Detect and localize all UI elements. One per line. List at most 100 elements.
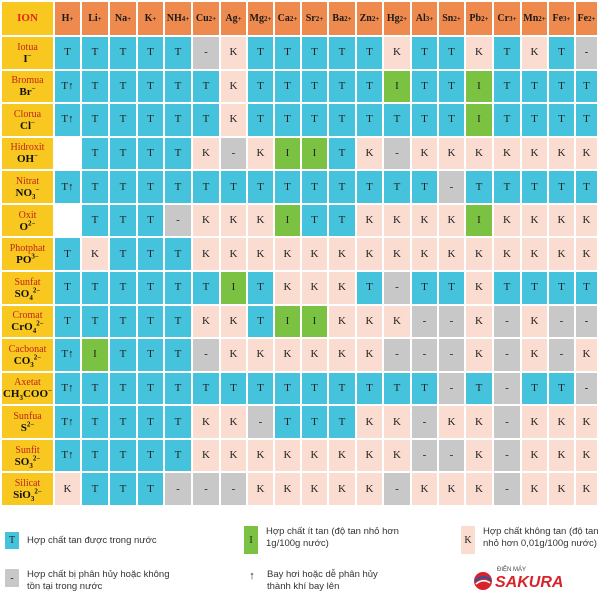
solubility-cell: T (109, 203, 137, 238)
cation-symbol: K (144, 12, 153, 24)
solubility-cell: K (220, 36, 247, 70)
solubility-cell: K (356, 438, 383, 473)
cation-header-11: Zn 2+ (356, 1, 383, 36)
anion-name: Iotua (17, 41, 38, 53)
solubility-cell: T (137, 36, 164, 70)
solubility-cell: T (247, 371, 274, 406)
solubility-cell: T (301, 203, 328, 238)
solubility-cell: K (383, 36, 411, 70)
solubility-cell (54, 203, 81, 238)
solubility-cell: K (438, 203, 465, 238)
solubility-cell: K (247, 136, 274, 171)
anion-label-11: Sunfua S2− (1, 405, 54, 439)
solubility-cell: T (164, 36, 192, 70)
anion-formula: CO32− (13, 353, 42, 370)
solubility-cell: K (465, 438, 493, 473)
solubility-cell: T↑ (54, 405, 81, 439)
cation-symbol: Na (114, 12, 128, 24)
legend-volatile-text: Bay hơi hoặc dễ phân hủy thành khí bay l… (267, 569, 378, 592)
anion-formula: Br− (19, 84, 36, 99)
solubility-cell: K (356, 237, 383, 271)
solubility-cell: T (247, 270, 274, 305)
legend-insoluble-swatch: K (461, 526, 475, 554)
solubility-cell: - (438, 438, 465, 473)
solubility-cell: K (328, 304, 356, 339)
solubility-cell: K (220, 237, 247, 271)
solubility-cell: K (493, 237, 521, 271)
solubility-cell: K (438, 237, 465, 271)
solubility-cell: K (411, 203, 438, 238)
anion-label-4: Nitrat NO3− (1, 170, 54, 204)
solubility-cell: T (274, 69, 301, 104)
cation-symbol: Cu (195, 12, 209, 24)
solubility-cell: K (575, 237, 598, 271)
solubility-cell: T (164, 170, 192, 204)
cation-symbol: Sn (442, 12, 454, 24)
solubility-cell: T (137, 338, 164, 372)
solubility-cell: K (383, 405, 411, 439)
cation-header-18: Fe 3+ (548, 1, 575, 36)
legend-insoluble-text: Hợp chất không tan (độ tan nhỏ hơn 0,01g… (483, 526, 599, 549)
solubility-cell: T (356, 69, 383, 104)
cation-header-6: Ag + (220, 1, 247, 36)
anion-name: Sunfit (15, 444, 40, 456)
solubility-cell: K (575, 203, 598, 238)
solubility-cell: T (521, 103, 548, 137)
solubility-cell: K (521, 237, 548, 271)
legend-decomposed: - Hợp chất bị phân hủy hoặc không tồn tạ… (5, 569, 185, 593)
solubility-cell: K (192, 405, 220, 439)
solubility-cell: T (81, 371, 109, 406)
cation-header-13: Al 3+ (411, 1, 438, 36)
solubility-cell: T (465, 170, 493, 204)
cation-header-3: K + (137, 1, 164, 36)
solubility-cell: K (548, 472, 575, 506)
solubility-cell: K (220, 405, 247, 439)
cation-header-17: Mn 2+ (521, 1, 548, 36)
solubility-cell: K (220, 103, 247, 137)
anion-formula: OH− (16, 151, 39, 166)
solubility-cell: K (465, 36, 493, 70)
solubility-cell: K (521, 338, 548, 372)
solubility-cell: - (575, 304, 598, 339)
anion-formula: SO42− (14, 286, 41, 302)
solubility-cell: T (411, 36, 438, 70)
anion-label-2: Clorua Cl− (1, 103, 54, 137)
solubility-cell: K (465, 405, 493, 439)
anion-label-1: Bromua Br− (1, 69, 54, 104)
solubility-cell: T (548, 270, 575, 305)
solubility-cell: T (81, 270, 109, 305)
solubility-cell: K (220, 338, 247, 372)
ion-header: ION (1, 1, 54, 36)
anion-formula: S2− (20, 420, 35, 435)
anion-formula: SiO32− (13, 487, 42, 504)
solubility-cell: T (109, 270, 137, 305)
solubility-cell: - (164, 472, 192, 506)
solubility-cell: - (192, 36, 220, 70)
solubility-cell: - (192, 472, 220, 506)
solubility-cell: K (411, 136, 438, 171)
solubility-cell: T (220, 170, 247, 204)
solubility-cell: - (383, 270, 411, 305)
solubility-cell: K (383, 438, 411, 473)
solubility-cell: K (81, 237, 109, 271)
solubility-cell: T (164, 103, 192, 137)
solubility-cell: T (81, 472, 109, 506)
solubility-cell: K (521, 472, 548, 506)
solubility-cell: - (220, 472, 247, 506)
solubility-cell: T (548, 371, 575, 406)
solubility-cell: T (301, 36, 328, 70)
solubility-cell: T (301, 170, 328, 204)
solubility-cell: K (192, 237, 220, 271)
solubility-cell: T (109, 170, 137, 204)
solubility-cell: K (465, 237, 493, 271)
solubility-cell: T (192, 170, 220, 204)
cation-symbol: Al (415, 12, 426, 24)
solubility-cell: T (521, 69, 548, 104)
solubility-cell: K (356, 304, 383, 339)
anion-name: Hidroxit (10, 142, 45, 154)
anion-label-6: Photphat PO3− (1, 237, 54, 271)
anion-name: Silicat (14, 478, 41, 490)
solubility-cell: I (465, 103, 493, 137)
solubility-cell: T (164, 338, 192, 372)
solubility-cell: T (137, 237, 164, 271)
